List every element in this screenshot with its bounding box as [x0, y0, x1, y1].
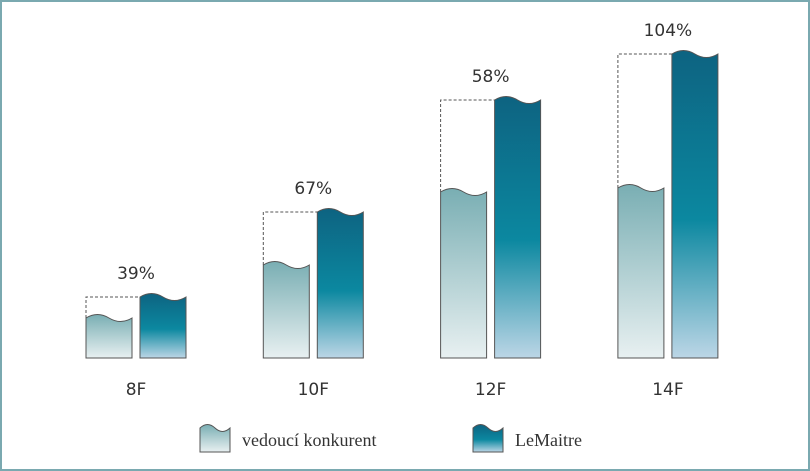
bar [671, 50, 719, 359]
x-tick-label: 10F [298, 380, 329, 400]
legend-swatch [472, 424, 504, 453]
x-tick-label: 14F [652, 380, 683, 400]
x-tick-label: 8F [126, 380, 147, 400]
bar [139, 293, 187, 359]
legend-label: LeMaitre [515, 430, 582, 450]
dashed-guide [85, 296, 140, 318]
bar [262, 261, 310, 359]
bar [494, 96, 542, 359]
legend-label: vedoucí konkurent [242, 430, 376, 450]
increase-label: 67% [294, 179, 332, 199]
bar [440, 188, 488, 359]
legend-swatch [199, 424, 231, 453]
dashed-guide [262, 211, 318, 265]
bar [85, 314, 133, 359]
dashed-guide [440, 99, 495, 192]
dashed-guide [617, 53, 672, 188]
x-tick-label: 12F [475, 380, 506, 400]
increase-label: 104% [644, 21, 693, 41]
bar [316, 208, 364, 359]
increase-label: 39% [117, 264, 155, 284]
increase-label: 58% [472, 67, 510, 87]
bar [617, 184, 665, 359]
